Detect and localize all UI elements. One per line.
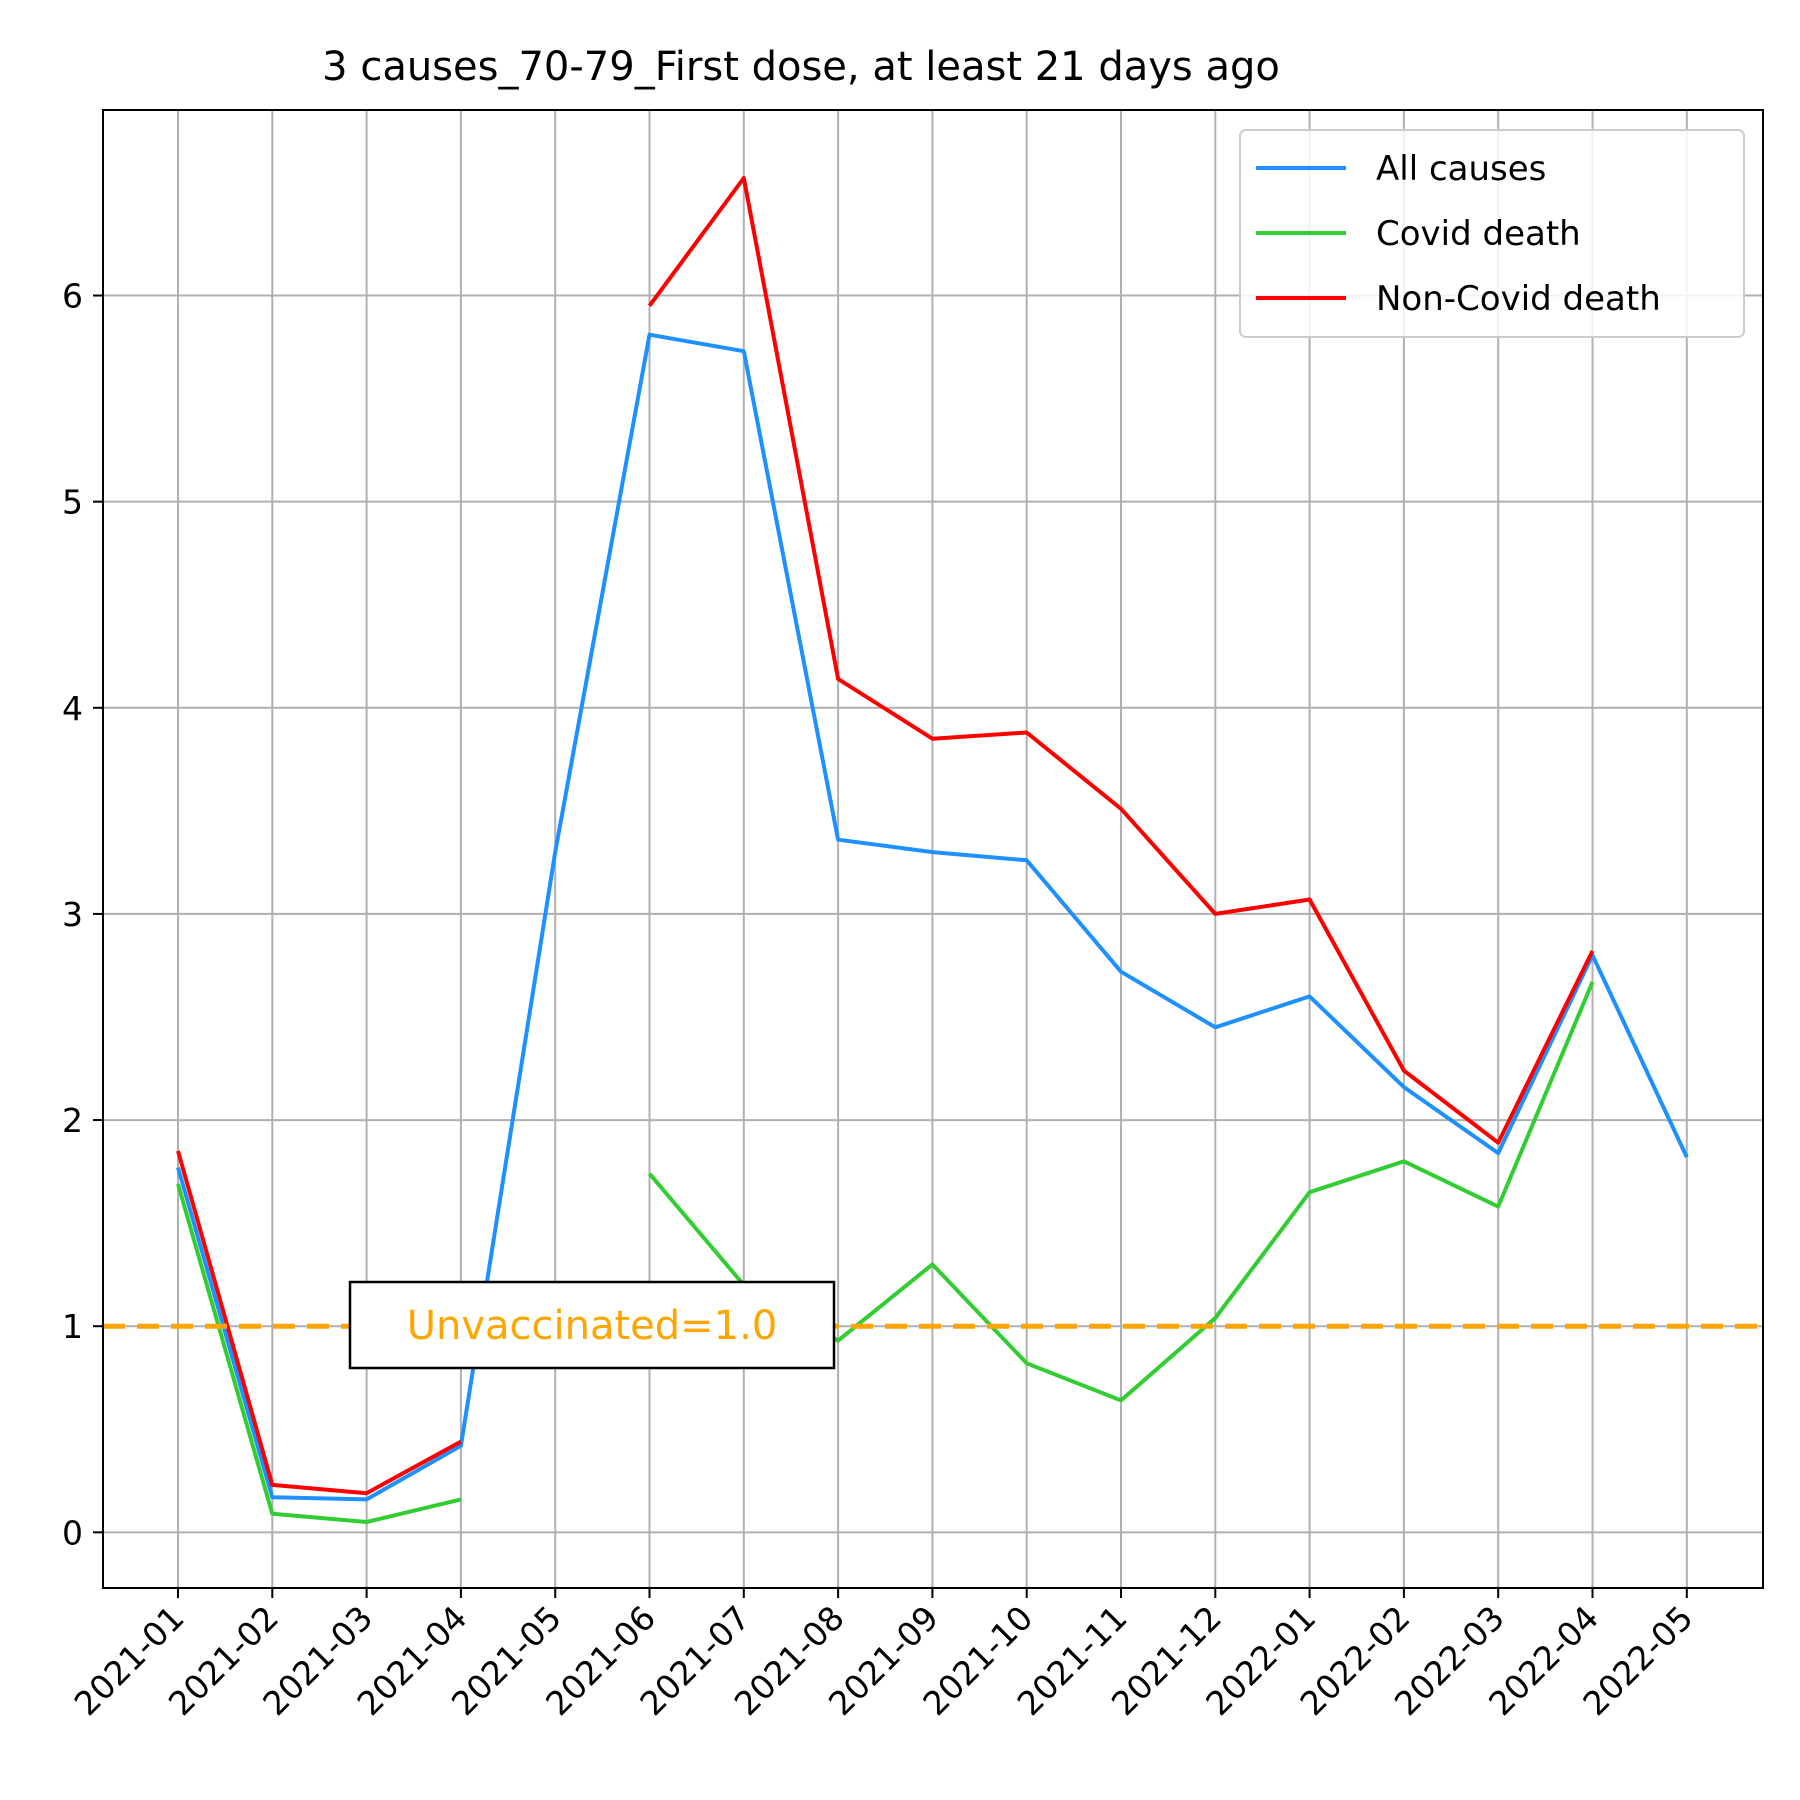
reference-line-group: Unvaccinated=1.0 — [103, 1280, 1763, 1370]
legend-label: Non-Covid death — [1376, 279, 1661, 319]
y-tick-label: 0 — [62, 1513, 83, 1552]
y-tick-label: 1 — [62, 1307, 83, 1346]
series-line — [176, 332, 1689, 1502]
series-line — [647, 176, 1595, 1145]
chart-title: 3 causes_70-79_First dose, at least 21 d… — [322, 44, 1280, 90]
y-tick-label: 4 — [62, 689, 83, 728]
y-axis: 0 1 2 3 4 5 6 — [62, 277, 103, 1552]
y-tick-label: 3 — [62, 895, 83, 934]
grid — [103, 110, 1763, 1588]
reference-label-box — [348, 1280, 836, 1370]
legend-box — [1239, 129, 1745, 338]
series-line — [176, 1183, 462, 1524]
y-tick-label: 5 — [62, 483, 83, 522]
y-tick-label: 6 — [62, 277, 83, 316]
legend: All causes Covid death Non-Covid death — [1239, 129, 1745, 338]
y-tick-label: 2 — [62, 1101, 83, 1140]
legend-label: Covid death — [1376, 214, 1581, 254]
series-line — [176, 1150, 462, 1496]
x-axis: 2021-012021-022021-032021-042021-052021-… — [67, 1588, 1700, 1723]
legend-label: All causes — [1376, 149, 1546, 189]
reference-label: Unvaccinated=1.0 — [407, 1303, 778, 1349]
